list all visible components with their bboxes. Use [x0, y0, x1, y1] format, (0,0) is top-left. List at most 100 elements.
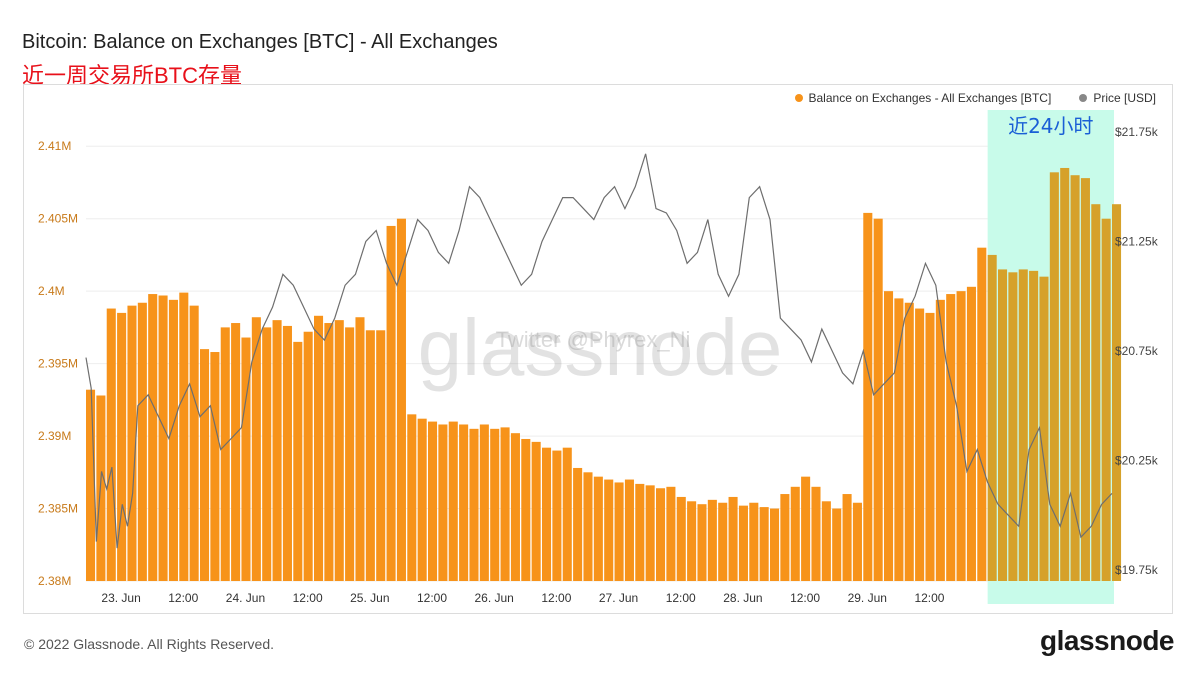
balance-bar: [790, 486, 800, 581]
twitter-watermark: Twitter @Phyrex_Ni: [496, 327, 691, 352]
balance-bar: [656, 488, 666, 581]
legend-dot-price: [1079, 94, 1088, 102]
balance-bar: [593, 476, 603, 581]
balance-bar: [469, 428, 479, 581]
balance-bar: [1070, 175, 1080, 581]
chart-subtitle: 近一周交易所BTC存量: [22, 63, 243, 88]
balance-bar: [697, 504, 707, 581]
balance-bar: [231, 323, 241, 581]
chart-panel: [23, 84, 1173, 614]
balance-bar: [966, 286, 976, 581]
balance-bar: [884, 291, 894, 581]
balance-bar: [303, 331, 313, 581]
balance-bar: [780, 494, 790, 581]
x-tick: 23. Jun: [101, 591, 140, 605]
balance-bar: [479, 424, 489, 581]
balance-bar: [459, 424, 469, 581]
balance-bar: [904, 302, 914, 581]
balance-bar: [293, 341, 303, 581]
balance-bar: [86, 389, 96, 581]
balance-bar: [738, 505, 748, 581]
y-left-tick: 2.41M: [38, 139, 71, 153]
x-tick: 25. Jun: [350, 591, 389, 605]
balance-bar: [127, 305, 137, 581]
balance-bar: [977, 247, 987, 581]
balance-bar: [821, 501, 831, 581]
balance-bar: [542, 447, 552, 581]
balance-bar: [365, 330, 375, 581]
balance-bar: [1029, 270, 1039, 581]
legend-item-price[interactable]: Price [USD]: [1079, 91, 1156, 105]
balance-bar: [500, 427, 510, 581]
balance-bar: [728, 496, 738, 581]
balance-bar: [189, 305, 199, 581]
balance-bar: [137, 302, 147, 581]
y-right-tick: $20.25k: [1115, 454, 1159, 468]
balance-bar: [1112, 204, 1122, 581]
legend-label-balance: Balance on Exchanges - All Exchanges [BT…: [808, 91, 1052, 105]
balance-bar: [666, 486, 676, 581]
x-tick: 26. Jun: [474, 591, 513, 605]
x-tick: 12:00: [790, 591, 820, 605]
balance-bar: [894, 298, 904, 581]
legend[interactable]: Balance on Exchanges - All Exchanges [BT…: [794, 91, 1156, 105]
balance-bar: [645, 485, 655, 581]
balance-bar: [521, 438, 531, 581]
balance-bar: [946, 294, 956, 581]
balance-bar: [210, 352, 220, 581]
balance-bar: [1060, 167, 1070, 581]
balance-bar: [106, 308, 116, 581]
balance-bar: [935, 299, 945, 581]
balance-bar: [1091, 204, 1101, 581]
balance-bar: [842, 494, 852, 581]
y-right-tick: $21.75k: [1115, 125, 1159, 139]
balance-bar: [759, 507, 769, 581]
x-tick: 27. Jun: [599, 591, 638, 605]
watermark: glassnode: [418, 303, 783, 392]
balance-bar: [200, 349, 210, 581]
balance-bar: [334, 320, 344, 581]
balance-bar: [573, 467, 583, 581]
chart-title: Bitcoin: Balance on Exchanges [BTC] - Al…: [22, 31, 498, 53]
balance-bar: [417, 418, 427, 581]
balance-bar: [915, 308, 925, 581]
y-left-tick: 2.385M: [38, 502, 78, 516]
balance-bar: [749, 502, 759, 581]
y-right-tick: $21.25k: [1115, 234, 1159, 248]
price-line: [85, 153, 1113, 549]
balance-bar: [707, 499, 717, 581]
balance-bar: [282, 325, 292, 581]
balance-bar: [407, 414, 417, 581]
balance-bar: [438, 424, 448, 581]
balance-bar: [490, 428, 500, 581]
balance-bar: [562, 447, 572, 581]
balance-bar: [718, 502, 728, 581]
balance-bar: [386, 225, 396, 581]
balance-bar: [687, 501, 697, 581]
balance-bar: [832, 508, 842, 581]
balance-bar: [552, 450, 562, 581]
balance-bar: [635, 483, 645, 581]
y-left-tick: 2.405M: [38, 212, 78, 226]
balance-bar: [998, 269, 1008, 581]
balance-bar: [355, 317, 365, 581]
balance-bar: [873, 218, 883, 581]
balance-bar: [583, 472, 593, 581]
balance-bar: [510, 433, 520, 581]
balance-bar: [262, 327, 272, 581]
balance-bar: [676, 496, 686, 581]
balance-bar: [376, 330, 386, 581]
x-tick: 12:00: [293, 591, 323, 605]
x-tick: 28. Jun: [723, 591, 762, 605]
balance-bar: [428, 421, 438, 581]
balance-bar: [531, 441, 541, 581]
copyright: © 2022 Glassnode. All Rights Reserved.: [24, 636, 275, 652]
y-right-tick: $20.75k: [1115, 344, 1159, 358]
balance-bar: [604, 479, 614, 581]
y-left-tick: 2.4M: [38, 284, 65, 298]
balance-bar: [158, 295, 168, 581]
legend-label-price: Price [USD]: [1093, 91, 1156, 105]
balance-bar: [624, 479, 634, 581]
legend-item-balance[interactable]: Balance on Exchanges - All Exchanges [BT…: [794, 91, 1052, 105]
x-tick: 24. Jun: [226, 591, 265, 605]
